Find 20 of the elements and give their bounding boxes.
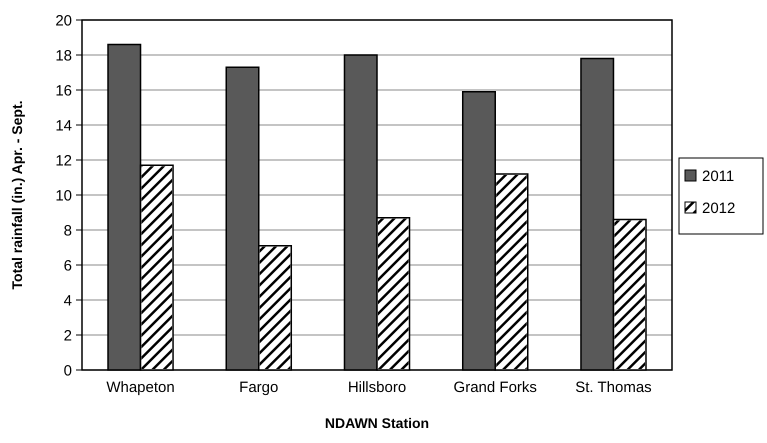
y-tick-label: 10 (55, 187, 72, 204)
x-tick-label: Grand Forks (454, 379, 537, 396)
x-axis-title: NDAWN Station (324, 415, 430, 431)
y-axis-title: Total rainfall (in.) Apr. - Sept. (9, 100, 25, 290)
y-tick-label: 16 (55, 82, 72, 100)
x-tick-label: Hillsboro (348, 379, 406, 396)
x-tick-label: Whapeton (106, 379, 175, 396)
y-tick-label: 8 (64, 222, 72, 240)
x-tick-label: St. Thomas (575, 379, 652, 396)
y-tick-label: 12 (55, 152, 72, 170)
x-tick-label: Fargo (239, 379, 278, 396)
y-tick-label: 18 (55, 47, 72, 64)
y-tick-label: 20 (55, 12, 72, 30)
y-tick-label: 0 (64, 362, 72, 380)
y-tick-label: 14 (55, 117, 72, 134)
y-tick-label: 4 (64, 292, 72, 310)
legend-label: 2012 (702, 200, 736, 217)
y-tick-label: 6 (64, 257, 72, 274)
legend-label: 2011 (702, 168, 734, 185)
y-tick-label: 2 (64, 327, 72, 344)
